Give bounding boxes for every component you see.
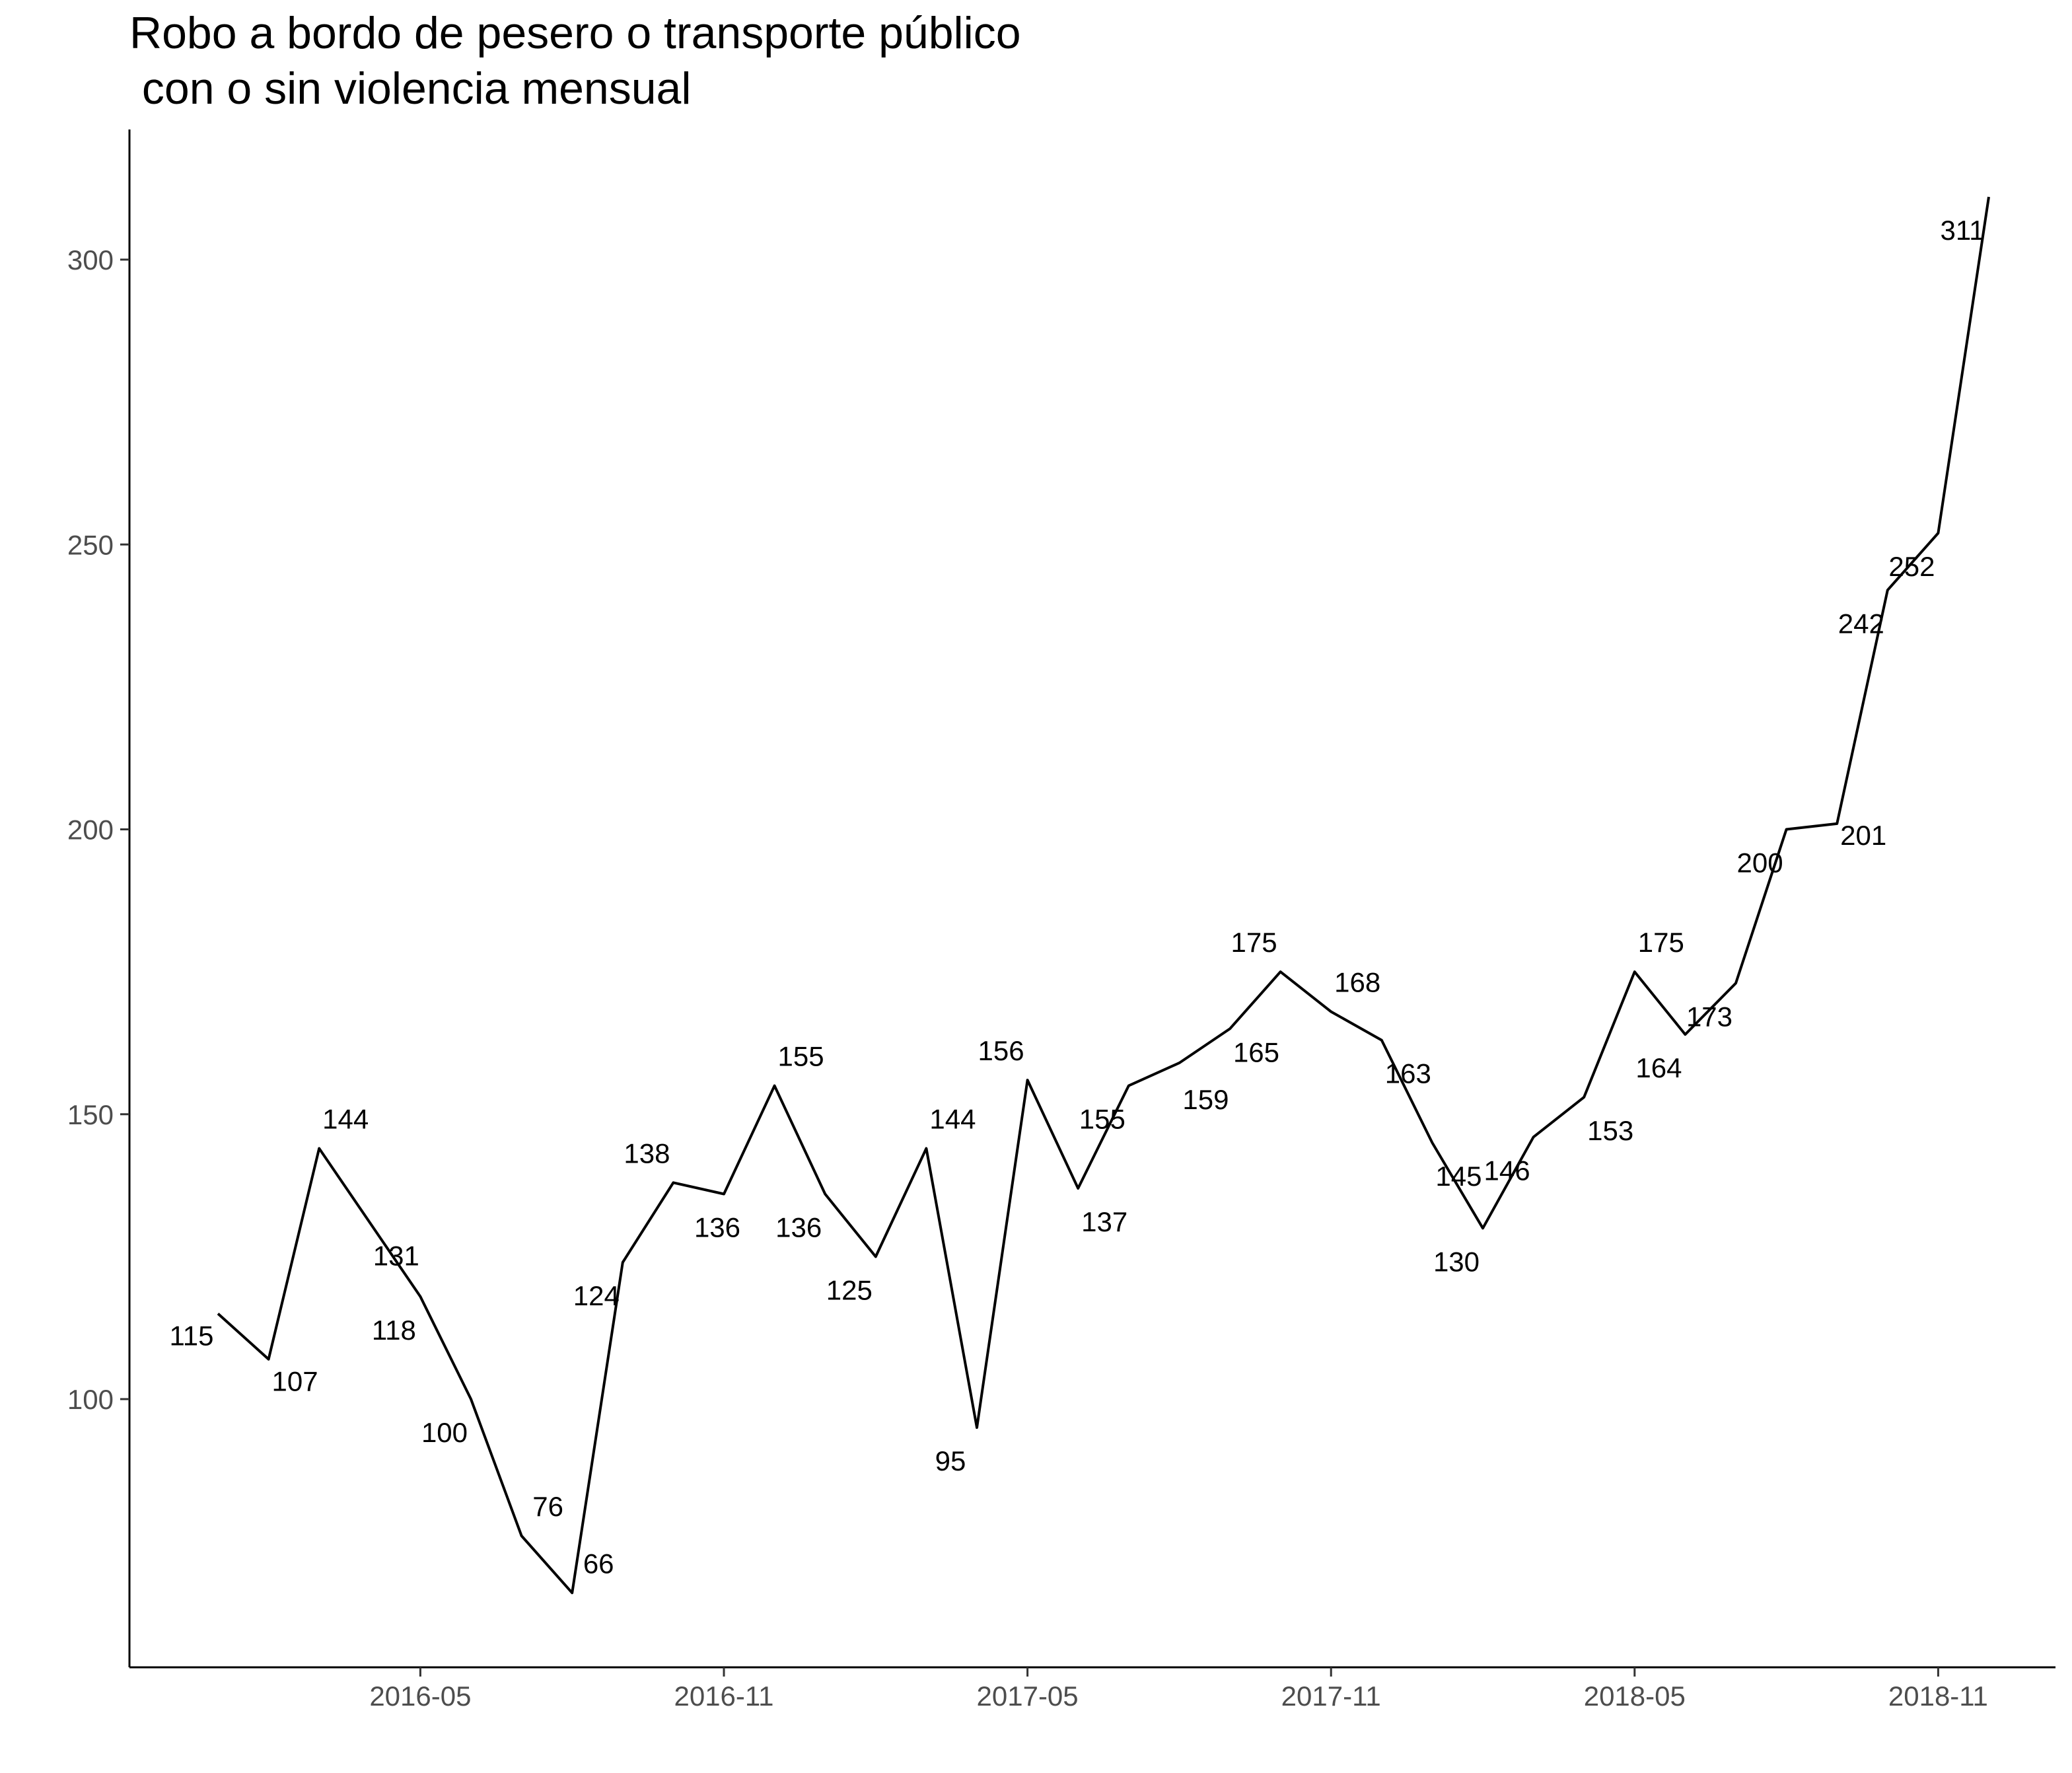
data-label: 145 bbox=[1435, 1161, 1482, 1192]
chart-title: Robo a bordo de pesero o transporte públ… bbox=[129, 5, 1021, 116]
y-tick-label: 150 bbox=[67, 1099, 114, 1130]
data-label: 146 bbox=[1484, 1155, 1530, 1186]
data-label: 107 bbox=[272, 1366, 318, 1397]
data-label: 155 bbox=[778, 1041, 824, 1072]
data-label: 100 bbox=[421, 1417, 468, 1448]
x-tick-label: 2017-05 bbox=[977, 1681, 1079, 1712]
data-label: 175 bbox=[1638, 927, 1684, 958]
data-label: 173 bbox=[1686, 1001, 1733, 1032]
data-label: 201 bbox=[1840, 820, 1886, 851]
chart-title-line-1: Robo a bordo de pesero o transporte públ… bbox=[129, 8, 1021, 58]
data-label: 115 bbox=[170, 1321, 214, 1352]
data-label: 124 bbox=[573, 1280, 620, 1311]
series-line bbox=[217, 196, 1990, 1595]
x-tick-label: 2016-05 bbox=[369, 1681, 471, 1712]
data-label: 156 bbox=[978, 1035, 1024, 1066]
data-label: 311 bbox=[1941, 215, 1985, 246]
data-label: 153 bbox=[1587, 1115, 1633, 1146]
data-label: 168 bbox=[1334, 967, 1380, 998]
y-tick-label: 300 bbox=[67, 244, 114, 275]
data-label: 200 bbox=[1737, 848, 1783, 879]
x-tick-label: 2018-05 bbox=[1584, 1681, 1686, 1712]
data-label: 165 bbox=[1233, 1036, 1279, 1067]
data-label: 136 bbox=[694, 1212, 740, 1243]
data-label: 175 bbox=[1231, 927, 1277, 958]
data-label: 155 bbox=[1079, 1104, 1125, 1135]
chart-title-line-2: con o sin violencia mensual bbox=[129, 63, 692, 114]
data-label: 144 bbox=[322, 1104, 369, 1135]
data-label: 130 bbox=[1433, 1246, 1480, 1277]
data-label: 66 bbox=[583, 1548, 614, 1579]
data-label: 125 bbox=[826, 1274, 873, 1305]
data-label: 163 bbox=[1385, 1058, 1431, 1089]
y-tick-label: 100 bbox=[67, 1384, 114, 1415]
data-label: 137 bbox=[1081, 1206, 1127, 1237]
data-label: 138 bbox=[624, 1138, 670, 1169]
x-tick-label: 2017-11 bbox=[1281, 1681, 1381, 1712]
data-label: 164 bbox=[1635, 1052, 1682, 1083]
data-label: 144 bbox=[929, 1104, 976, 1135]
data-label: 252 bbox=[1888, 551, 1935, 582]
x-tick-label: 2016-11 bbox=[674, 1681, 773, 1712]
x-tick-label: 2018-11 bbox=[1888, 1681, 1988, 1712]
data-label: 136 bbox=[775, 1212, 822, 1243]
data-label: 118 bbox=[372, 1315, 416, 1346]
y-tick-label: 250 bbox=[67, 529, 114, 560]
data-label: 131 bbox=[373, 1241, 419, 1272]
data-label: 95 bbox=[935, 1445, 966, 1476]
y-tick-label: 200 bbox=[67, 814, 114, 846]
data-label: 159 bbox=[1182, 1084, 1229, 1115]
data-label: 76 bbox=[532, 1491, 563, 1522]
data-label: 242 bbox=[1838, 608, 1884, 639]
